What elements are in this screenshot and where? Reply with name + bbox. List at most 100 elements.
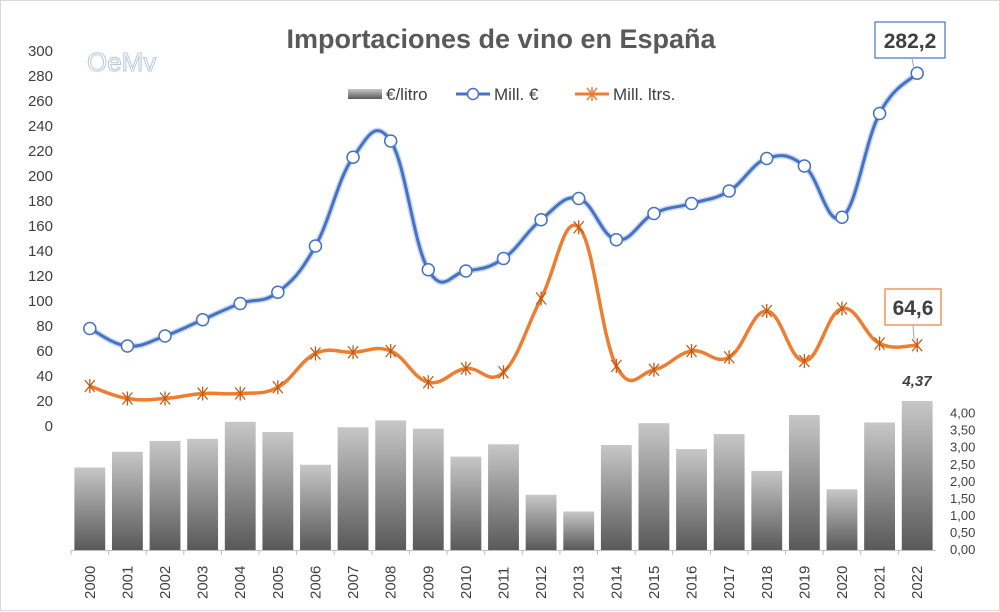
x-tick-label: 2019	[796, 566, 813, 599]
y-tick-label-right: 1,50	[950, 491, 975, 506]
y-tick-label-right: 0,50	[950, 525, 975, 540]
y-tick-label-right: 2,50	[950, 457, 975, 472]
point-mill-eur	[158, 329, 172, 343]
point-mill-ltrs	[309, 346, 321, 361]
y-tick-label-left: 200	[28, 168, 53, 185]
point-mill-ltrs	[874, 336, 886, 351]
y-tick-label-left: 180	[28, 193, 53, 210]
bar-eur-litro	[450, 456, 482, 550]
point-mill-ltrs	[347, 345, 359, 360]
y-tick-label-left: 0	[45, 418, 53, 435]
x-tick-label: 2008	[383, 566, 400, 599]
x-tick-label: 2002	[157, 566, 174, 599]
point-mill-ltrs	[159, 391, 171, 406]
point-mill-eur	[120, 339, 135, 353]
legend-label-eur-litro: €/litro	[386, 85, 428, 104]
data-label-eur-litro-2022: 4,37	[901, 373, 932, 390]
series-line-mill-eur-shadow	[88, 71, 920, 350]
y-tick-label-left: 80	[36, 318, 53, 335]
axes-layer: 0 20 40 60 80 100 120 140 160 180 200 220 240 260 280 3…	[28, 43, 975, 599]
bar-eur-litro	[788, 414, 820, 550]
bars-layer	[74, 401, 933, 550]
bar-eur-litro	[901, 401, 933, 550]
point-mill-ltrs	[234, 386, 246, 401]
x-tick-label: 2011	[496, 567, 513, 599]
y-tick-label-left: 60	[36, 343, 53, 360]
legend-marker-mill-ltrs	[586, 87, 598, 101]
x-tick-label: 2022	[909, 566, 926, 599]
point-mill-eur	[83, 321, 97, 336]
y-tick-label-right: 3,50	[950, 423, 975, 438]
y-tick-label-right: 2,00	[950, 474, 975, 489]
y-tick-label-right: 3,00	[950, 440, 975, 455]
x-tick-label: 2013	[571, 566, 588, 599]
point-mill-ltrs	[121, 391, 133, 406]
bar-eur-litro	[111, 451, 143, 550]
y-tick-label-left: 300	[28, 43, 53, 60]
series-line-mill-eur	[89, 72, 919, 348]
legend-label-mill-eur: Mill. €	[494, 85, 539, 104]
x-tick-label: 2016	[684, 566, 701, 599]
bar-eur-litro	[638, 423, 670, 550]
point-mill-ltrs	[761, 304, 773, 318]
chart-title: Importaciones de vino en España	[286, 24, 716, 54]
point-mill-ltrs	[798, 354, 810, 368]
x-tick-label: 2004	[232, 566, 249, 599]
point-mill-eur	[722, 184, 736, 198]
point-mill-ltrs	[197, 386, 209, 401]
bar-eur-litro	[187, 438, 219, 550]
callout-mill-eur: 282,2	[874, 21, 946, 70]
y-tick-label-left: 260	[28, 93, 53, 110]
x-tick-label: 2014	[608, 566, 625, 599]
legend-marker-mill-eur	[466, 87, 480, 101]
callout-mill-eur-value: 282,2	[884, 30, 937, 53]
y-tick-label-left: 220	[28, 143, 53, 160]
point-mill-eur	[647, 206, 661, 221]
point-mill-eur	[571, 191, 586, 206]
point-mill-eur	[383, 134, 398, 148]
point-mill-eur	[496, 251, 511, 266]
bar-eur-litro	[375, 420, 407, 550]
bar-eur-litro	[224, 421, 256, 550]
bar-eur-litro	[751, 470, 783, 550]
point-mill-ltrs	[272, 380, 284, 395]
y-tick-label-right: 0,00	[950, 542, 975, 557]
y-tick-label-right: 1,00	[950, 508, 975, 523]
y-tick-label-left: 100	[28, 293, 53, 310]
bar-eur-litro	[676, 449, 707, 550]
point-mill-eur	[271, 285, 285, 299]
bar-eur-litro	[412, 428, 444, 550]
x-tick-label: 2015	[646, 566, 663, 599]
point-mill-eur	[835, 210, 849, 224]
point-mill-eur	[684, 196, 699, 211]
point-mill-eur	[308, 239, 323, 253]
x-tick-label: 2009	[420, 566, 437, 599]
bar-eur-litro	[149, 440, 181, 550]
x-tick-label: 2007	[345, 566, 362, 599]
y-tick-label-left: 20	[36, 393, 53, 410]
callout-mill-ltrs: 64,6	[884, 288, 942, 340]
bar-eur-litro	[262, 432, 294, 550]
oemv-logo: OeMv	[87, 47, 156, 77]
point-mill-ltrs	[723, 350, 735, 365]
point-mill-eur	[195, 313, 210, 327]
x-tick-label: 2006	[307, 566, 324, 599]
point-mill-eur	[346, 150, 360, 164]
point-mill-eur	[421, 263, 436, 277]
y-tick-label-left: 120	[28, 268, 53, 285]
point-mill-eur	[459, 264, 473, 278]
x-tick-label: 2021	[872, 566, 889, 599]
point-mill-eur	[797, 159, 812, 173]
bar-eur-litro	[488, 444, 519, 550]
point-mill-ltrs	[385, 344, 397, 358]
point-mill-ltrs	[84, 379, 96, 393]
point-mill-ltrs	[911, 338, 923, 353]
point-mill-eur	[872, 106, 887, 121]
point-mill-ltrs	[836, 301, 848, 316]
x-tick-label: 2020	[834, 566, 851, 599]
bar-eur-litro	[525, 494, 557, 550]
point-mill-ltrs	[686, 344, 698, 358]
x-tick-label: 2001	[119, 566, 136, 599]
